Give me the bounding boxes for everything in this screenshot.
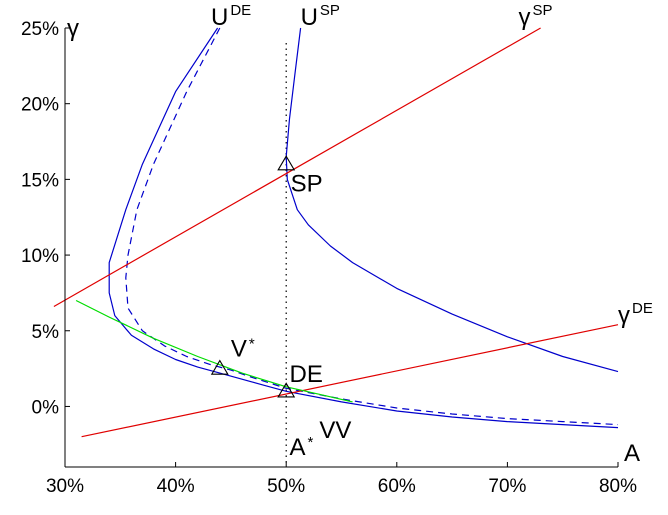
- curve-label-gamma-de: γ DE: [618, 300, 653, 329]
- series-u-sp-line: [285, 27, 619, 373]
- chart-axes: [64, 28, 618, 468]
- triangle-marker: [277, 155, 296, 171]
- chart-lines: [53, 27, 619, 467]
- curve-label-u-sp: U SP: [301, 2, 340, 31]
- y-axis-label: γ: [67, 15, 79, 42]
- series-gamma-de-line: [81, 324, 619, 438]
- x-axis-label: A: [624, 440, 640, 467]
- y-tick-label: 0%: [32, 397, 60, 418]
- curve-label-gamma-sp: γ SP: [518, 2, 552, 31]
- y-tick-label: 5%: [32, 322, 60, 343]
- y-tick-label: 10%: [21, 246, 59, 267]
- x-tick-label: 60%: [378, 476, 416, 497]
- y-tick-label: 25%: [21, 19, 59, 40]
- annotation-v-star: V *: [231, 335, 255, 362]
- chart-markers: [210, 155, 296, 398]
- y-tick-label: 15%: [21, 170, 59, 191]
- curve-label-u-de: U DE: [211, 2, 251, 31]
- annotation-sp: SP: [291, 170, 323, 197]
- x-tick-label: 70%: [488, 476, 526, 497]
- annotation-de: DE: [290, 361, 323, 388]
- series-gamma-sp-line: [53, 27, 541, 308]
- chart-ticks: 30% 40% 50% 60% 70% 80% 0% 5% 10% 15% 20% 25%: [21, 19, 637, 497]
- series-u-de-dashed-line: [125, 27, 619, 426]
- annotation-vv: VV: [319, 417, 351, 444]
- series-u-de-line: [108, 27, 619, 429]
- x-tick-label: 30%: [46, 476, 84, 497]
- triangle-marker: [277, 382, 296, 398]
- y-tick-label: 20%: [21, 95, 59, 116]
- series-vv-line: [75, 299, 353, 403]
- x-tick-label: 40%: [157, 476, 195, 497]
- x-tick-label: 80%: [599, 476, 637, 497]
- triangle-marker: [210, 359, 229, 375]
- chart-labels: U DE U SP γ SP γ DE SP DE V * A * VV: [211, 2, 653, 461]
- x-tick-label: 50%: [267, 476, 305, 497]
- annotation-a-star: A *: [290, 434, 314, 461]
